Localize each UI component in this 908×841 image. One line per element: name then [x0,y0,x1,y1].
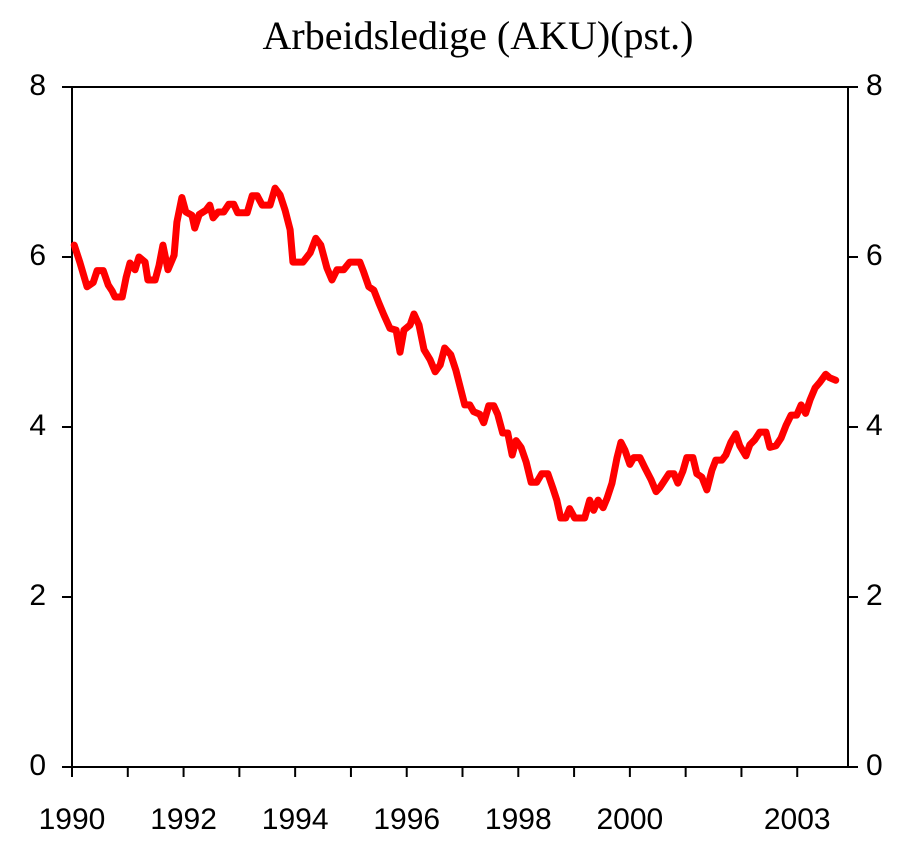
x-tick-label: 1992 [150,803,217,836]
x-tick-label: 1996 [373,803,440,836]
data-line [70,184,840,522]
y2-tick-label: 4 [866,409,883,442]
x-tick-label: 2003 [764,803,831,836]
y-tick-label: 0 [29,749,46,782]
y-tick-label: 6 [29,239,46,272]
x-tick-label: 1990 [39,803,106,836]
x-tick-label: 2000 [596,803,663,836]
y-tick-label: 8 [29,69,46,102]
y2-tick-label: 0 [866,749,883,782]
chart-title: Arbeidsledige (AKU)(pst.) [263,13,694,58]
y2-tick-label: 2 [866,579,883,612]
y-tick-label: 4 [29,409,46,442]
plot-frame [71,86,849,768]
y2-tick-label: 8 [866,69,883,102]
x-tick-label: 1994 [262,803,329,836]
x-tick-label: 1998 [485,803,552,836]
y-tick-label: 2 [29,579,46,612]
y2-tick-label: 6 [866,239,883,272]
